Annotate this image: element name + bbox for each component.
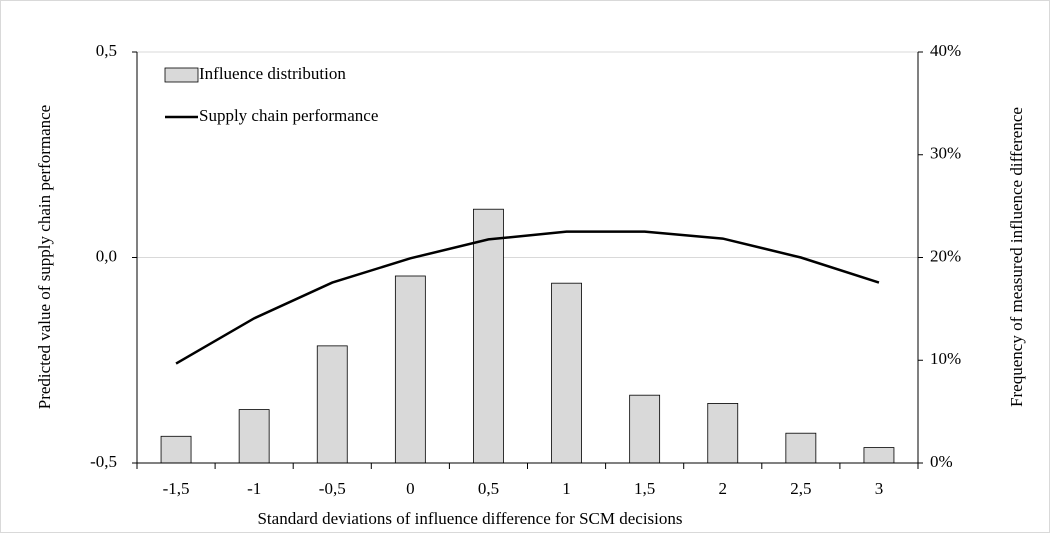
y2-tick-label: 30% xyxy=(930,144,961,163)
y2-tick-label: 0% xyxy=(930,452,953,471)
y2-tick-label: 20% xyxy=(930,246,961,265)
x-tick-label: 0 xyxy=(406,479,415,498)
y-axis-title: Predicted value of supply chain performa… xyxy=(35,105,54,409)
x-axis-title: Standard deviations of influence differe… xyxy=(257,509,682,528)
bar xyxy=(629,394,661,464)
x-tick-label: 2,5 xyxy=(790,479,811,498)
x-tick-label: -0,5 xyxy=(319,479,346,498)
bar xyxy=(707,403,739,464)
x-tick-label: 0,5 xyxy=(478,479,499,498)
x-tick-label: -1 xyxy=(247,479,261,498)
x-tick-label: 1,5 xyxy=(634,479,655,498)
bar xyxy=(316,345,348,464)
y-tick-label: -0,5 xyxy=(90,452,117,471)
bar xyxy=(551,282,582,464)
x-tick-label: -1,5 xyxy=(163,479,190,498)
y-tick-label: 0,5 xyxy=(96,41,117,60)
bar xyxy=(238,409,270,464)
x-tick-label: 3 xyxy=(875,479,884,498)
legend-swatch xyxy=(164,67,199,83)
y2-tick-label: 40% xyxy=(930,41,961,60)
bar xyxy=(863,447,895,464)
y-tick-label: 0,0 xyxy=(96,246,117,265)
bar xyxy=(473,208,504,464)
bar xyxy=(160,435,192,464)
y2-tick-label: 10% xyxy=(930,349,961,368)
x-tick-label: 2 xyxy=(719,479,728,498)
x-tick-label: 1 xyxy=(562,479,571,498)
legend-label: Supply chain performance xyxy=(199,106,378,125)
bar xyxy=(785,432,817,464)
line xyxy=(175,230,880,365)
legend-label: Influence distribution xyxy=(199,64,346,83)
y2-axis-title: Frequency of measured influence differen… xyxy=(1007,107,1026,407)
bar xyxy=(394,275,426,464)
